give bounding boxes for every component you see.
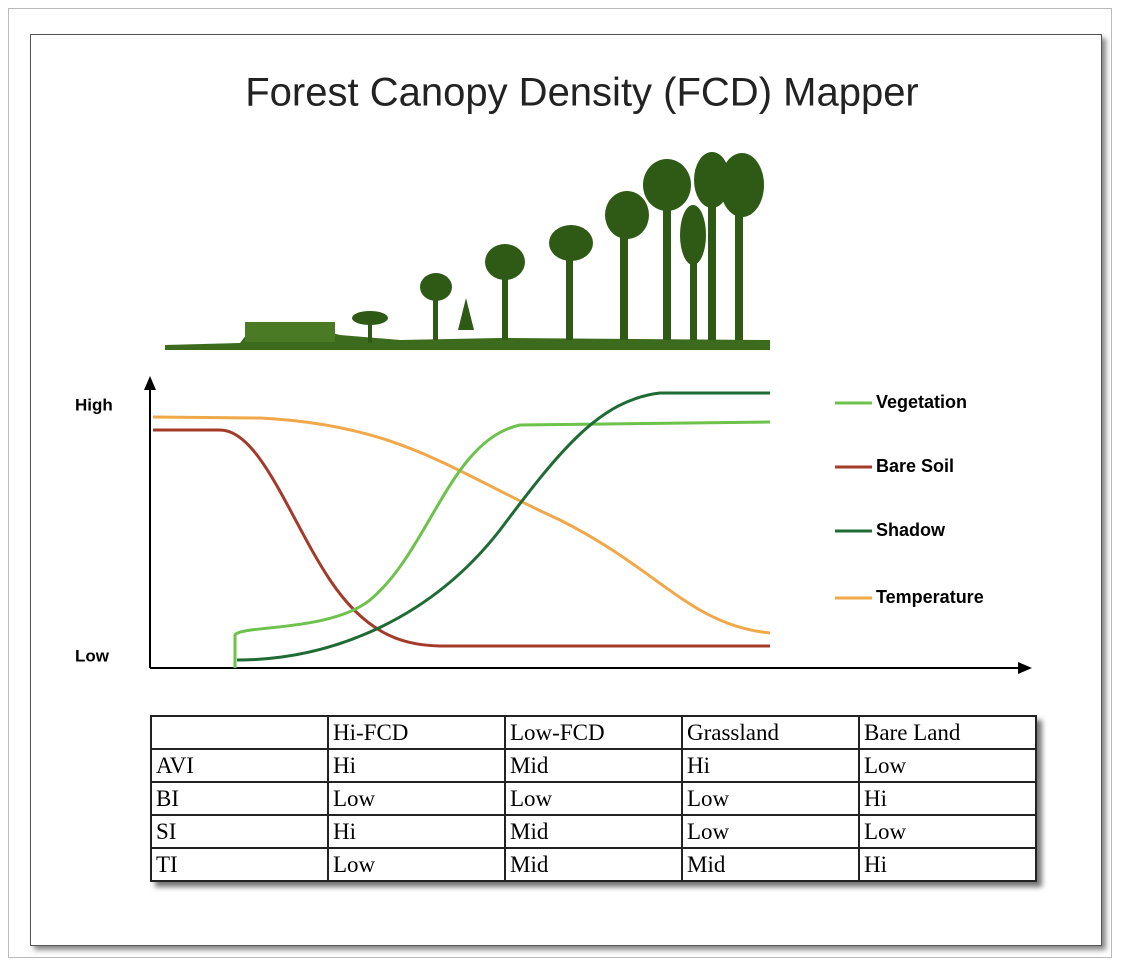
table-cell: Grassland: [681, 715, 860, 750]
legend-label: Shadow: [876, 520, 946, 540]
table-cell: BI: [150, 781, 329, 816]
table-cell: Hi-FCD: [327, 715, 506, 750]
legend-label: Bare Soil: [876, 456, 954, 476]
table-cell: Low: [681, 781, 860, 816]
table-cell: Low: [858, 814, 1037, 849]
x-arrow: [1018, 662, 1032, 674]
table-row: SI Hi Mid Low Low: [150, 814, 1037, 849]
vegetation-curve: [233, 420, 771, 668]
header-row: Hi-FCD Low-FCD Grassland Bare Land: [150, 715, 1037, 750]
table-cell: Low: [858, 748, 1037, 783]
table-cell: AVI: [150, 748, 329, 783]
table-cell: Mid: [681, 847, 860, 882]
y-high-label: High: [75, 395, 113, 414]
bare-soil-curve: [153, 428, 770, 648]
table-cell: Low: [681, 814, 860, 849]
y-low-label: Low: [75, 646, 110, 665]
table-cell: TI: [150, 847, 329, 882]
forest-illustration: [165, 152, 770, 350]
table-cell: Low: [504, 781, 683, 816]
outer-frame: [8, 8, 1112, 958]
y-arrow: [144, 376, 156, 390]
table-cell: Hi: [327, 814, 506, 849]
table-cell: SI: [150, 814, 329, 849]
table-cell: Hi: [327, 748, 506, 783]
axes: [149, 388, 1020, 669]
table-cell: Low: [327, 847, 506, 882]
table-cell: Mid: [504, 814, 683, 849]
temperature-curve: [152, 415, 771, 635]
table-cell: Low-FCD: [504, 715, 683, 750]
table-cell: [150, 715, 329, 750]
shadow-curve: [236, 391, 770, 662]
table-row: TI Low Mid Mid Hi: [150, 847, 1037, 882]
table-row: BI Low Low Low Hi: [150, 781, 1037, 816]
table-cell: Hi: [681, 748, 860, 783]
table-cell: Mid: [504, 748, 683, 783]
table-cell: Hi: [858, 847, 1037, 882]
table-cell: Mid: [504, 847, 683, 882]
title: Forest Canopy Density (FCD) Mapper: [245, 71, 919, 115]
index-table: Hi-FCD Low-FCD Grassland Bare Land AVI Hi Mid H…: [150, 715, 1037, 882]
table-cell: Low: [327, 781, 506, 816]
legend-label: Temperature: [876, 587, 984, 607]
table-cell: Hi: [858, 781, 1037, 816]
legend-label: Vegetation: [876, 392, 967, 412]
table-row: AVI Hi Mid Hi Low: [150, 748, 1037, 783]
table-cell: Bare Land: [858, 715, 1037, 750]
